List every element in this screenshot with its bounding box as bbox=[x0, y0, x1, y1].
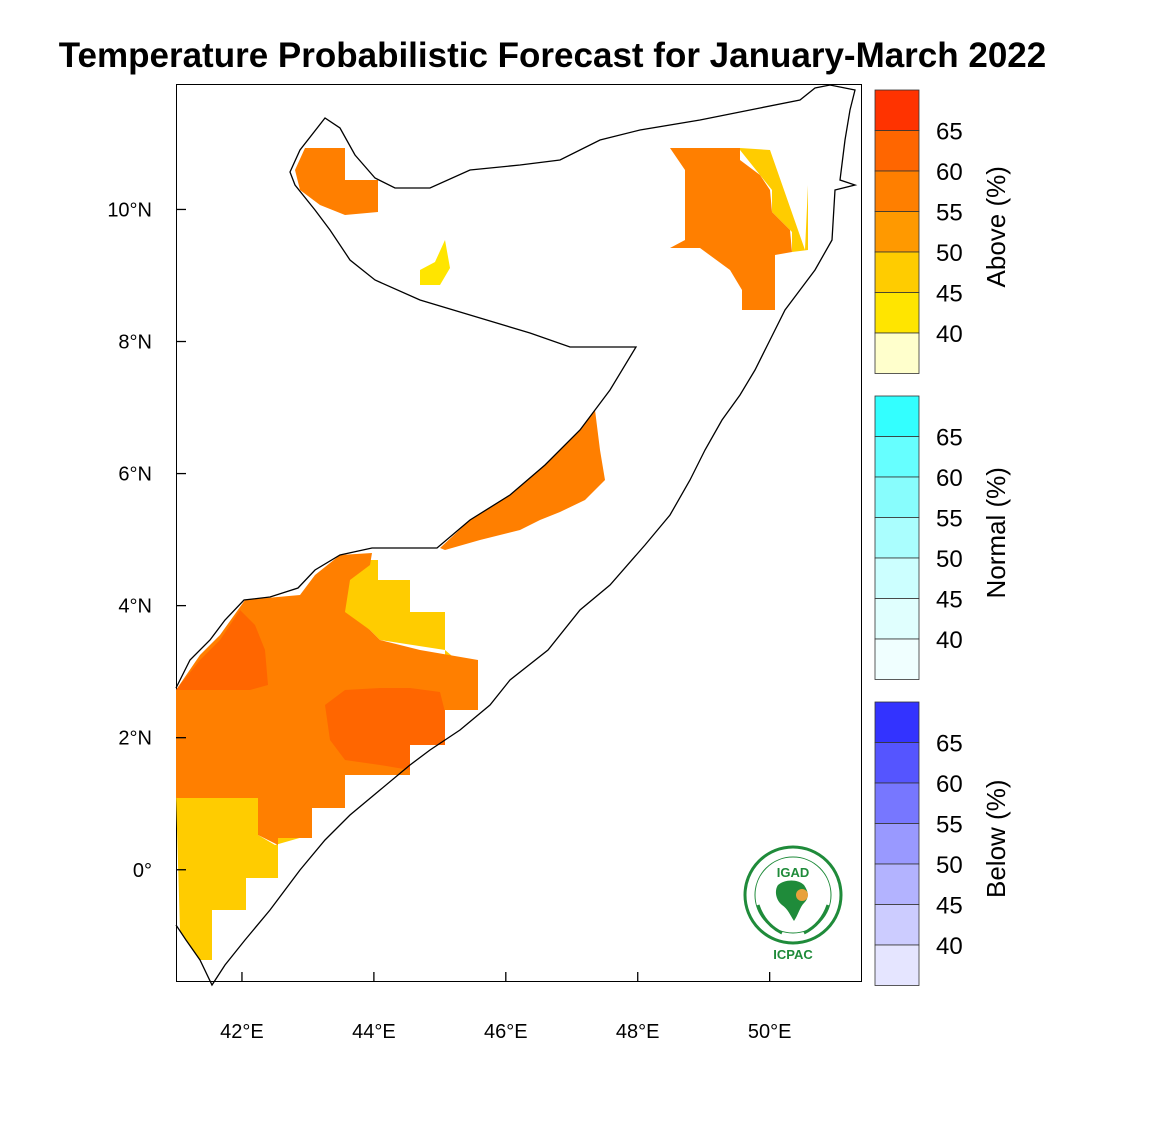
legend-level-label: 40 bbox=[936, 321, 963, 348]
legend-swatch bbox=[874, 332, 920, 374]
y-tick-label: 6°N bbox=[118, 464, 152, 486]
zone-above-55-northwest-tip bbox=[295, 148, 378, 215]
y-tick-label: 8°N bbox=[118, 332, 152, 354]
legend-level-label: 55 bbox=[936, 200, 963, 227]
legend-swatch bbox=[874, 944, 920, 986]
zone-above-40-speck bbox=[420, 240, 450, 285]
zone-above-55-northeast bbox=[670, 148, 792, 310]
legend-swatch bbox=[874, 823, 920, 865]
zone-above-45-north bbox=[176, 115, 838, 960]
y-tick-label: 2°N bbox=[118, 728, 152, 750]
legend-swatch bbox=[874, 170, 920, 212]
igad-icpac-logo: IGAD ICPAC bbox=[743, 845, 843, 962]
logo-bottom-text: ICPAC bbox=[773, 947, 813, 962]
x-tick-label: 50°E bbox=[748, 1021, 792, 1043]
legend-level-label: 65 bbox=[936, 731, 963, 758]
legend-level-label: 60 bbox=[936, 771, 963, 798]
legend-level-label: 65 bbox=[936, 425, 963, 452]
legend-level-label: 60 bbox=[936, 465, 963, 492]
legend-bar-normal: 65 60 55 50 45 40 Normal (%) bbox=[874, 395, 1011, 680]
legend-swatch bbox=[874, 782, 920, 824]
legend-level-label: 50 bbox=[936, 240, 963, 267]
legend-level-label: 60 bbox=[936, 159, 963, 186]
x-axis-ticks: 42°E 44°E 46°E 48°E 50°E bbox=[220, 972, 791, 1043]
legend-level-label: 45 bbox=[936, 893, 963, 920]
legend-level-label: 55 bbox=[936, 812, 963, 839]
legend-swatch bbox=[874, 251, 920, 293]
legend-swatch bbox=[874, 863, 920, 905]
x-tick-label: 48°E bbox=[616, 1021, 660, 1043]
legend-swatch bbox=[874, 130, 920, 172]
x-tick-label: 46°E bbox=[484, 1021, 528, 1043]
legend-level-label: 50 bbox=[936, 546, 963, 573]
legend-swatch bbox=[874, 701, 920, 743]
legend-swatch bbox=[874, 557, 920, 599]
legend-level-label: 55 bbox=[936, 506, 963, 533]
y-tick-label: 10°N bbox=[107, 199, 152, 221]
zone-above-60-core bbox=[325, 688, 445, 770]
y-tick-label: 4°N bbox=[118, 596, 152, 618]
forecast-fields bbox=[176, 115, 838, 960]
y-tick-label: 0° bbox=[133, 860, 152, 882]
legend: 65 60 55 50 45 40 Above (%) 65 60 55 50 45 40 Normal … bbox=[874, 89, 1011, 986]
legend-swatch bbox=[874, 89, 920, 131]
legend-swatch bbox=[874, 517, 920, 559]
legend-swatch bbox=[874, 292, 920, 334]
legend-bar-below: 65 60 55 50 45 40 Below (%) bbox=[874, 701, 1011, 986]
legend-level-label: 40 bbox=[936, 627, 963, 654]
x-tick-label: 42°E bbox=[220, 1021, 264, 1043]
zone-above-55-central bbox=[440, 410, 605, 550]
legend-level-label: 45 bbox=[936, 587, 963, 614]
x-tick-label: 44°E bbox=[352, 1021, 396, 1043]
legend-swatch bbox=[874, 598, 920, 640]
logo-top-text: IGAD bbox=[777, 865, 810, 880]
legend-title-below: Below (%) bbox=[981, 780, 1011, 898]
legend-swatch bbox=[874, 904, 920, 946]
chart-title: Temperature Probabilistic Forecast for J… bbox=[58, 36, 1047, 75]
legend-title-above: Above (%) bbox=[981, 166, 1011, 287]
legend-swatch bbox=[874, 395, 920, 437]
legend-level-label: 50 bbox=[936, 852, 963, 879]
legend-swatch bbox=[874, 742, 920, 784]
country-outline bbox=[175, 84, 858, 987]
legend-swatch bbox=[874, 476, 920, 518]
zone-above-60-gedo bbox=[176, 610, 268, 690]
legend-bar-above: 65 60 55 50 45 40 Above (%) bbox=[874, 89, 1011, 374]
legend-level-label: 65 bbox=[936, 119, 963, 146]
legend-level-label: 40 bbox=[936, 933, 963, 960]
legend-swatch bbox=[874, 436, 920, 478]
legend-title-normal: Normal (%) bbox=[981, 467, 1011, 598]
legend-level-label: 45 bbox=[936, 281, 963, 308]
legend-swatch bbox=[874, 638, 920, 680]
legend-swatch bbox=[874, 211, 920, 253]
y-axis-ticks: 10°N 8°N 6°N 4°N 2°N 0° bbox=[107, 199, 186, 882]
